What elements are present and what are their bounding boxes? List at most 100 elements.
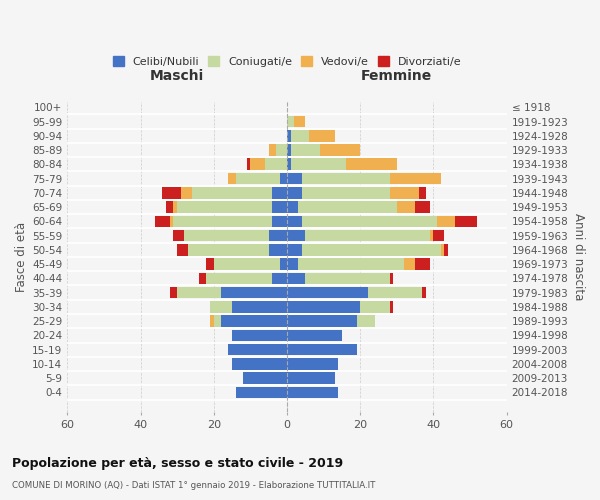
Bar xyxy=(272,201,287,213)
Bar xyxy=(305,272,389,284)
Bar xyxy=(173,216,272,227)
Bar xyxy=(287,244,302,256)
Bar xyxy=(177,244,188,256)
Y-axis label: Anni di nascita: Anni di nascita xyxy=(572,214,585,300)
Bar xyxy=(166,201,173,213)
Bar xyxy=(232,301,287,312)
Bar xyxy=(298,201,397,213)
Bar xyxy=(437,216,455,227)
Bar xyxy=(287,287,368,298)
Bar xyxy=(173,230,184,241)
Bar xyxy=(214,258,280,270)
Bar xyxy=(243,372,287,384)
Text: COMUNE DI MORINO (AQ) - Dati ISTAT 1° gennaio 2019 - Elaborazione TUTTITALIA.IT: COMUNE DI MORINO (AQ) - Dati ISTAT 1° ge… xyxy=(12,481,376,490)
Bar xyxy=(287,116,295,128)
Bar xyxy=(287,301,360,312)
Bar xyxy=(287,216,302,227)
Bar xyxy=(368,287,422,298)
Bar xyxy=(229,172,236,184)
Text: Popolazione per età, sesso e stato civile - 2019: Popolazione per età, sesso e stato civil… xyxy=(12,458,343,470)
Bar xyxy=(206,272,272,284)
Bar xyxy=(287,258,298,270)
Bar xyxy=(177,287,221,298)
Bar xyxy=(206,258,214,270)
Bar xyxy=(287,372,335,384)
Bar xyxy=(184,230,269,241)
Bar xyxy=(272,187,287,198)
Bar xyxy=(287,187,302,198)
Bar xyxy=(247,158,250,170)
Bar xyxy=(232,330,287,341)
Bar xyxy=(415,258,430,270)
Bar xyxy=(302,244,441,256)
Bar xyxy=(287,272,305,284)
Bar xyxy=(287,230,305,241)
Bar xyxy=(290,144,320,156)
Bar xyxy=(346,158,397,170)
Bar xyxy=(177,201,272,213)
Bar xyxy=(214,316,221,327)
Bar xyxy=(389,272,393,284)
Bar xyxy=(290,158,346,170)
Bar xyxy=(389,187,419,198)
Bar xyxy=(404,258,415,270)
Bar xyxy=(287,201,298,213)
Bar xyxy=(287,330,342,341)
Bar xyxy=(389,301,393,312)
Bar xyxy=(302,172,389,184)
Bar xyxy=(210,316,214,327)
Bar xyxy=(276,144,287,156)
Bar xyxy=(430,230,433,241)
Bar xyxy=(236,172,280,184)
Bar xyxy=(287,144,290,156)
Bar xyxy=(290,130,309,141)
Bar xyxy=(445,244,448,256)
Bar xyxy=(173,201,177,213)
Bar xyxy=(269,244,287,256)
Bar xyxy=(221,287,287,298)
Bar xyxy=(415,201,430,213)
Bar xyxy=(287,386,338,398)
Bar xyxy=(309,130,335,141)
Bar xyxy=(221,316,287,327)
Bar xyxy=(229,344,287,356)
Bar xyxy=(287,172,302,184)
Bar xyxy=(280,172,287,184)
Bar xyxy=(265,158,287,170)
Bar xyxy=(360,301,389,312)
Bar xyxy=(170,216,173,227)
Bar xyxy=(163,187,181,198)
Bar xyxy=(269,144,276,156)
Bar xyxy=(302,187,389,198)
Bar xyxy=(320,144,360,156)
Bar xyxy=(269,230,287,241)
Bar xyxy=(422,287,426,298)
Bar xyxy=(295,116,305,128)
Bar xyxy=(192,187,272,198)
Bar xyxy=(455,216,478,227)
Bar xyxy=(181,187,192,198)
Bar xyxy=(272,272,287,284)
Bar xyxy=(305,230,430,241)
Bar xyxy=(287,344,356,356)
Bar xyxy=(188,244,269,256)
Bar xyxy=(170,287,177,298)
Bar xyxy=(155,216,170,227)
Y-axis label: Fasce di età: Fasce di età xyxy=(15,222,28,292)
Bar xyxy=(287,358,338,370)
Bar xyxy=(210,301,232,312)
Bar xyxy=(441,244,445,256)
Bar xyxy=(272,216,287,227)
Legend: Celibi/Nubili, Coniugati/e, Vedovi/e, Divorziati/e: Celibi/Nubili, Coniugati/e, Vedovi/e, Di… xyxy=(108,52,466,71)
Bar xyxy=(280,258,287,270)
Bar xyxy=(433,230,445,241)
Text: Maschi: Maschi xyxy=(150,69,204,83)
Bar xyxy=(287,316,356,327)
Bar xyxy=(302,216,437,227)
Bar xyxy=(356,316,375,327)
Bar xyxy=(389,172,441,184)
Bar xyxy=(419,187,426,198)
Bar xyxy=(250,158,265,170)
Bar xyxy=(298,258,404,270)
Bar xyxy=(287,158,290,170)
